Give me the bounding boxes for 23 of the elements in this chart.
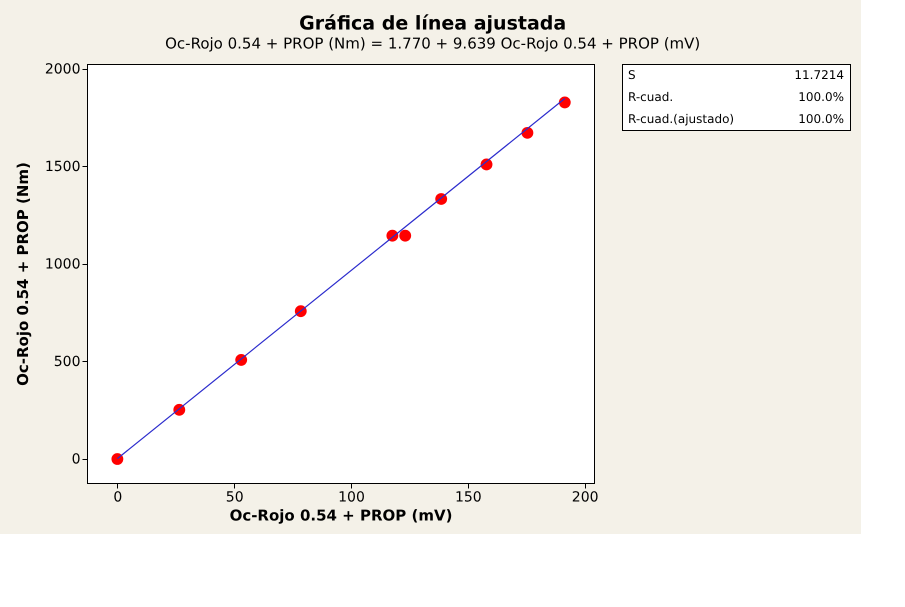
y-tick-label: 500 [54,354,80,370]
chart-subtitle: Oc-Rojo 0.54 + PROP (Nm) = 1.770 + 9.639 Oc-Rojo 0.54 + PROP (mV) [165,34,700,52]
x-tick-label: 0 [113,490,122,506]
y-tick-label: 1000 [44,256,80,272]
y-axis-title: Oc-Rojo 0.54 + PROP (Nm) [14,162,32,386]
y-tick-label: 2000 [44,61,80,78]
chart-title: Gráfica de línea ajustada [299,12,566,34]
point [558,96,571,108]
text: R-cuad.(ajustado) [628,112,734,126]
point [111,453,124,465]
text: 100.0% [798,112,844,126]
y-tick-label: 0 [72,452,80,468]
text: R-cuad. [628,90,674,104]
x-axis-title: Oc-Rojo 0.54 + PROP (mV) [230,506,452,524]
x-tick-label: 200 [572,490,599,506]
point [399,230,412,242]
x-tick-label: 100 [338,490,365,506]
text: 100.0% [798,90,844,104]
text: 11.7214 [794,68,844,82]
y-tick-label: 1500 [44,158,80,175]
x-tick-label: 50 [226,490,244,506]
x-tick-label: 150 [454,490,482,506]
text: S [628,68,636,82]
